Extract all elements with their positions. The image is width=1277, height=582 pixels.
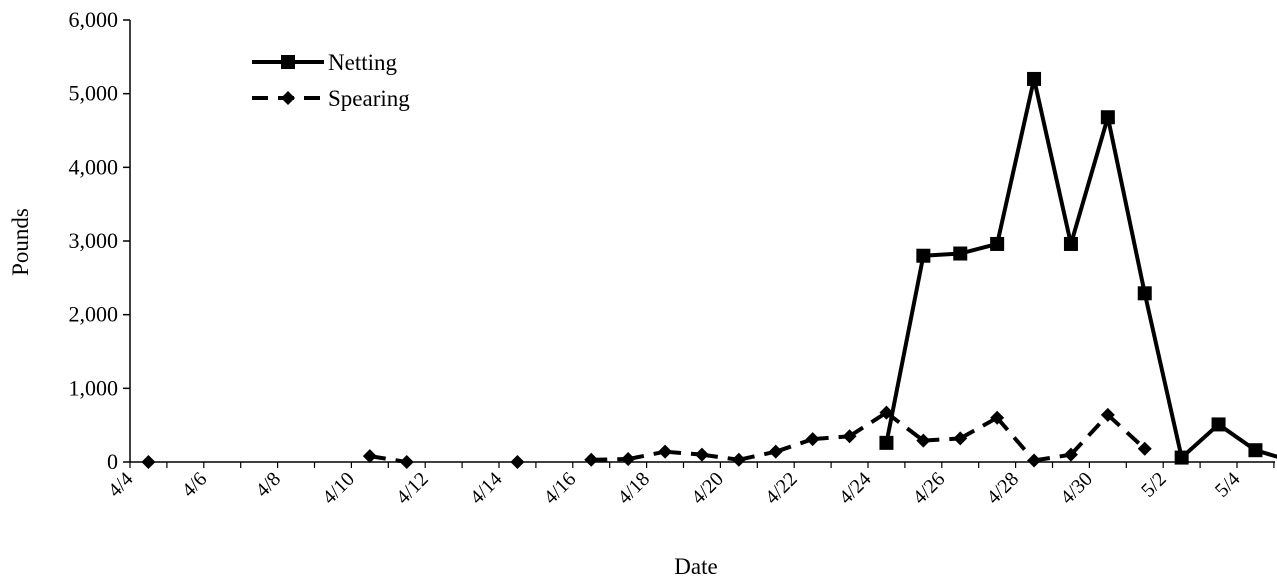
y-axis-title: Pounds (8, 208, 33, 276)
series-spearing-point (990, 410, 1005, 425)
x-tick-label: 4/30 (1056, 468, 1097, 509)
series-spearing-point (399, 455, 414, 469)
series-spearing-segment (848, 410, 888, 438)
y-tick-label: 6,000 (69, 7, 119, 32)
series-spearing-point (953, 431, 968, 446)
series-netting-segment (1069, 116, 1110, 245)
series-spearing-point (805, 432, 820, 447)
series-spearing-point (694, 447, 709, 462)
x-tick-label: 4/22 (761, 468, 802, 509)
series-spearing-segment (1106, 413, 1147, 451)
series-layer (141, 71, 1277, 469)
x-tick-label: 4/16 (540, 468, 581, 509)
x-tick-label: 4/8 (252, 468, 286, 502)
series-spearing-segment (738, 449, 777, 462)
x-tick-label: 4/6 (178, 468, 212, 502)
series-netting-point (1137, 286, 1152, 301)
x-tick-label: 4/28 (982, 468, 1023, 509)
series-netting-point (1027, 71, 1042, 86)
series-spearing-point (362, 449, 377, 464)
series-spearing-point (621, 452, 636, 467)
axes (129, 20, 1275, 463)
x-tick-label: 4/26 (909, 468, 950, 509)
series-spearing-point (141, 455, 156, 469)
series-spearing-point (1100, 407, 1115, 422)
x-tick-label: 5/2 (1137, 468, 1171, 502)
x-axis-title: Date (674, 554, 717, 579)
series-spearing-point (510, 455, 525, 469)
series-spearing-point (879, 405, 894, 420)
series-netting-segment (1105, 116, 1147, 294)
series-netting-point (1063, 236, 1078, 251)
series-spearing-segment (995, 416, 1036, 462)
series-netting (879, 71, 1277, 465)
series-netting-segment (1032, 78, 1073, 245)
y-tick-label: 5,000 (69, 81, 119, 106)
legend-label-spearing: Spearing (328, 86, 410, 111)
y-tick-label: 3,000 (69, 228, 119, 253)
series-spearing-segment (627, 449, 666, 462)
x-tick-label: 4/10 (318, 468, 359, 509)
legend-marker-netting (281, 55, 295, 69)
series-spearing-segment (959, 416, 999, 441)
series-spearing (141, 405, 1152, 469)
series-spearing-segment (1033, 452, 1072, 463)
y-tick-label: 4,000 (69, 154, 119, 179)
series-spearing-point (1027, 453, 1042, 468)
x-tick-label: 4/14 (466, 468, 507, 509)
series-netting-point (953, 246, 968, 261)
series-netting-point (1100, 110, 1115, 125)
legend: Netting Spearing (252, 50, 410, 111)
series-spearing-point (584, 452, 599, 467)
y-tick-label: 2,000 (69, 302, 119, 327)
series-spearing-point (1063, 447, 1078, 462)
series-spearing-point (842, 429, 857, 444)
series-spearing-segment (701, 452, 740, 462)
series-spearing-segment (1069, 413, 1110, 456)
legend-marker-spearing (281, 91, 295, 105)
y-tick-label: 0 (107, 449, 118, 474)
series-spearing-point (1137, 441, 1152, 456)
series-netting-segment (884, 255, 926, 444)
series-spearing-point (731, 452, 746, 467)
series-netting-point (1211, 417, 1226, 432)
y-tick-label: 1,000 (69, 375, 119, 400)
series-netting-point (1174, 450, 1189, 465)
series-netting-point (879, 435, 894, 450)
series-spearing-segment (775, 437, 814, 454)
x-axis-ticks: 4/4 4/6 4/8 4/10 4/12 4/14 4/16 4/18 4/20 4/22 4/2… (104, 462, 1275, 509)
x-tick-label: 4/18 (613, 468, 654, 509)
series-spearing-point (768, 444, 783, 459)
y-axis-ticks: 0 1,000 2,000 3,000 4,000 5,000 6,000 (69, 7, 130, 474)
x-tick-label: 5/4 (1211, 468, 1245, 502)
x-tick-label: 4/20 (687, 468, 728, 509)
series-spearing-segment (885, 411, 925, 443)
legend-label-netting: Netting (328, 50, 397, 75)
series-spearing-point (658, 444, 673, 459)
series-spearing-point (916, 433, 931, 448)
series-netting-point (1248, 443, 1263, 458)
x-tick-label: 4/12 (392, 468, 433, 509)
x-tick-label: 4/24 (835, 468, 876, 509)
series-netting-point (990, 236, 1005, 251)
series-netting-segment (995, 78, 1037, 245)
series-netting-point (916, 248, 931, 263)
series-netting-segment (1142, 292, 1184, 459)
series-spearing-segment (369, 454, 408, 464)
